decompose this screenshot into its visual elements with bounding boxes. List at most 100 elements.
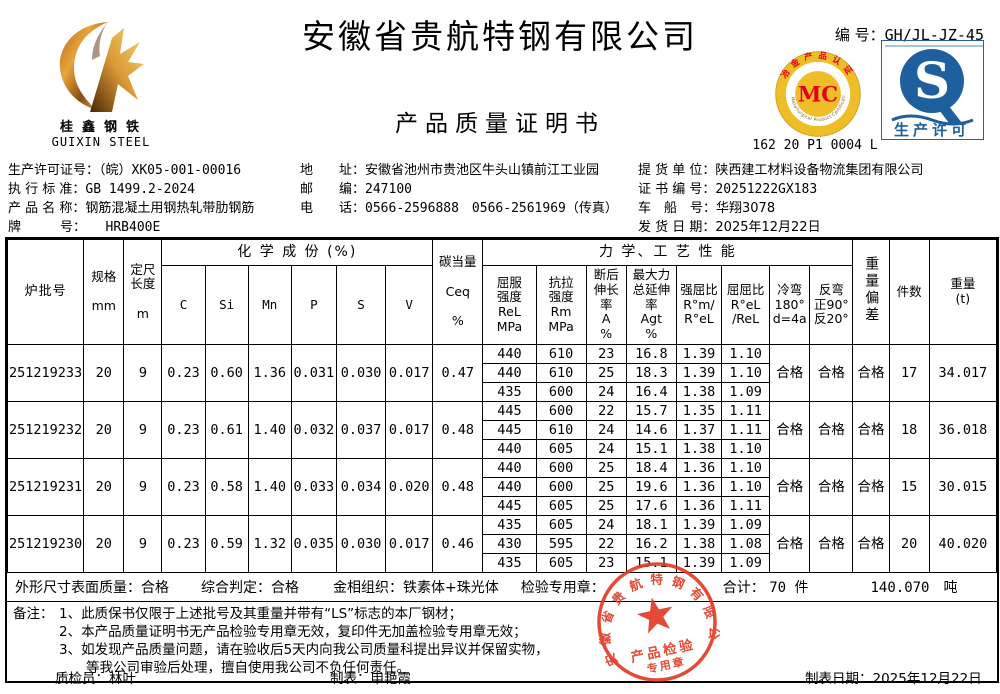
rm-cell: 605 — [535, 439, 587, 459]
inspection-stamp-label: 检验专用章： — [520, 580, 605, 596]
rel-cell: 440 — [482, 477, 537, 497]
col-header-mn: Mn — [247, 265, 292, 345]
info-column-left: 生产许可证号：（皖）XK05-001-00016 执 行 标 准：GB 1499… — [8, 161, 300, 237]
chem-si-cell: 0.58 — [204, 458, 249, 516]
col-header-rel-ratio: 屈屈比 R°eL /ReL — [721, 265, 771, 345]
chem-v-cell: 0.017 — [385, 401, 434, 459]
chem-c-cell: 0.23 — [161, 344, 206, 402]
a-cell: 24 — [585, 439, 627, 459]
rel-cell: 445 — [482, 496, 537, 516]
pieces-cell: 17 — [888, 344, 930, 402]
cert-book-no-label: 证 书 编 号： — [638, 182, 716, 197]
length-cell: 9 — [123, 515, 163, 573]
rel-cell: 440 — [482, 458, 537, 478]
rm-ratio-cell: 1.38 — [675, 534, 723, 554]
spec-cell: 20 — [83, 401, 125, 459]
inspector: 质检员：林叶 — [55, 671, 136, 687]
results-sheet: 炉批号 规格 mm 定尺 长度 m 化 学 成 份 (%) 碳当量 Ceq % … — [5, 237, 999, 683]
a-cell: 22 — [585, 534, 627, 554]
col-header-s: S — [335, 265, 387, 345]
weight-dev-cell: 合格 — [852, 458, 890, 516]
a-cell: 24 — [585, 515, 627, 535]
rm-cell: 610 — [535, 363, 587, 383]
chem-mn-cell: 1.32 — [247, 515, 292, 573]
rm-cell: 600 — [535, 458, 587, 478]
agt-cell: 14.6 — [625, 420, 677, 440]
rel-cell: 435 — [482, 515, 537, 535]
col-header-reverse-bend: 反弯 正90° 反20° — [809, 265, 854, 345]
length-cell: 9 — [123, 344, 163, 402]
col-header-v: V — [385, 265, 434, 345]
inspection-stamp: 安徽省贵航特钢有限公司 产品检验 专用章 — [567, 533, 735, 694]
rm-cell: 610 — [535, 420, 587, 440]
overall-judgement: 综合判定：合格 — [201, 580, 299, 596]
weight-cell: 36.018 — [928, 401, 998, 459]
rel-ratio-cell: 1.11 — [721, 496, 771, 516]
rm-cell: 600 — [535, 401, 587, 421]
phone-label: 电 话： — [300, 201, 366, 216]
batch-subrow: 440 600 25 19.6 1.36 1.10 — [8, 477, 997, 497]
batch-subrow: 440 610 25 18.3 1.39 1.10 — [8, 363, 997, 383]
notes-label: 备注： — [13, 606, 54, 622]
rm-ratio-cell: 1.37 — [675, 420, 723, 440]
chem-c-cell: 0.23 — [161, 458, 206, 516]
a-cell: 23 — [585, 344, 627, 364]
batch-row: 251219231 20 9 0.23 0.58 1.40 0.033 0.03… — [6, 458, 998, 516]
col-header-ceq: 碳当量 Ceq % — [432, 239, 484, 345]
rel-cell: 435 — [482, 553, 537, 573]
col-header-spec: 规格 mm — [83, 239, 125, 345]
license-no-label: 生产许可证号： — [8, 163, 100, 178]
col-header-heat-no: 炉批号 — [6, 239, 85, 345]
notes-section: 备注： 1、此质保书仅限于上述批号及其重量并带有“LS”标志的本厂钢材； 2、本… — [7, 602, 997, 681]
note-line-1: 1、此质保书仅限于上述批号及其重量并带有“LS”标志的本厂钢材； — [59, 606, 463, 622]
note-line-3: 3、如发现产品质量问题，请在验收后5天内向我公司质量科提出异议并保留实物， — [59, 642, 549, 658]
pieces-cell: 15 — [888, 458, 930, 516]
a-cell: 25 — [585, 458, 627, 478]
heat-no-cell: 251219230 — [6, 515, 85, 573]
a-cell: 25 — [585, 477, 627, 497]
qs-badge-icon: S 生产许可 — [891, 49, 974, 139]
tabulation-date: 制表日期：2025年12月22日 — [805, 671, 982, 687]
certificate-number-label: 编 号： — [834, 26, 885, 44]
rm-cell: 600 — [535, 382, 587, 402]
weight-cell: 30.015 — [928, 458, 998, 516]
agt-cell: 15.7 — [625, 401, 677, 421]
group-header-chemistry: 化 学 成 份 (%) — [161, 239, 434, 266]
chem-mn-cell: 1.36 — [247, 344, 292, 402]
a-cell: 25 — [585, 363, 627, 383]
rel-cell: 445 — [482, 401, 537, 421]
rel-ratio-cell: 1.10 — [721, 458, 771, 478]
chem-v-cell: 0.017 — [385, 515, 434, 573]
col-header-a: 断后 伸长 率 A % — [585, 265, 627, 345]
summary-row: 外形尺寸表面质量：合格 综合判定：合格 金相组织：铁素体+珠光体 检验专用章： … — [7, 573, 997, 602]
consignee-value: 陕西建工材料设备物流集团有限公司 — [715, 163, 924, 178]
vehicle-no-label: 车 船 号： — [638, 201, 717, 216]
reverse-bend-cell: 合格 — [809, 401, 854, 459]
rel-cell: 435 — [482, 382, 537, 402]
svg-text:生产许可: 生产许可 — [894, 121, 970, 139]
ship-date-label: 发 货 日 期： — [638, 220, 716, 235]
total-weight: 140.070 吨 — [870, 580, 958, 596]
standard-value: GB 1499.2-2024 — [85, 182, 195, 197]
product-name-value: 钢筋混凝土用钢热轧带肋钢筋 — [85, 201, 255, 216]
rel-ratio-cell: 1.08 — [721, 534, 771, 554]
rm-cell: 605 — [535, 553, 587, 573]
svg-text:S: S — [914, 51, 950, 110]
chem-p-cell: 0.035 — [290, 515, 337, 573]
col-header-p: P — [290, 265, 337, 345]
product-name-label: 产 品 名 称： — [8, 201, 86, 216]
weight-dev-cell: 合格 — [852, 344, 890, 402]
info-column-right: 提 货 单 位：陕西建工材料设备物流集团有限公司 证 书 编 号：2025122… — [638, 161, 998, 237]
surface-quality: 外形尺寸表面质量：合格 — [15, 580, 169, 596]
consignee-label: 提 货 单 位： — [638, 163, 716, 178]
pieces-cell: 18 — [888, 401, 930, 459]
heat-no-cell: 251219232 — [6, 401, 85, 459]
logo-english-name: GUIXIN STEEL — [51, 135, 151, 149]
heat-no-cell: 251219233 — [6, 344, 85, 402]
spec-cell: 20 — [83, 458, 125, 516]
col-header-agt: 最大力 总延伸 率 Agt % — [625, 265, 677, 345]
length-cell: 9 — [123, 401, 163, 459]
address-value: 安徽省池州市贵池区牛头山镇前江工业园 — [365, 163, 600, 178]
ceq-cell: 0.48 — [432, 458, 484, 516]
